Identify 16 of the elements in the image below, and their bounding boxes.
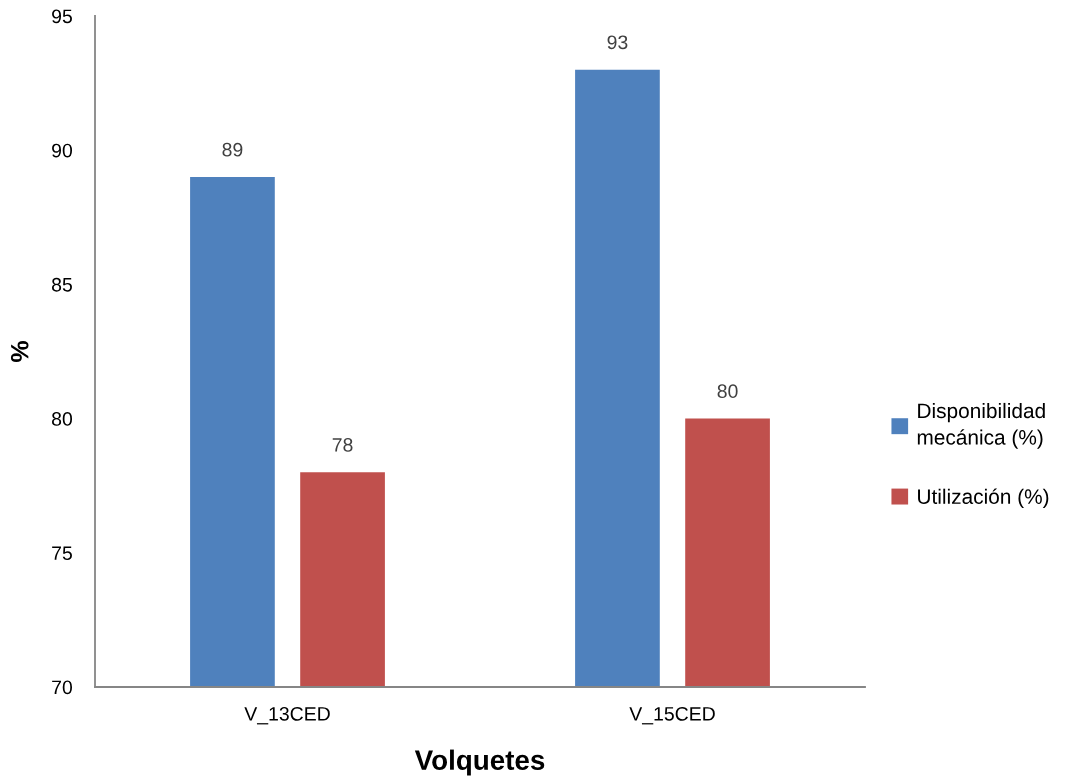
y-axis-title: % (10, 341, 29, 362)
x-tick-label: V_13CED (244, 706, 330, 725)
y-tick-label: 80 (52, 412, 73, 426)
data-label: 93 (607, 35, 628, 50)
y-tick-label: 70 (52, 680, 73, 695)
legend-label: Utilización (%) (918, 488, 1049, 509)
y-tick-label: 85 (52, 277, 72, 292)
x-tick-label: V_15CED (629, 706, 715, 725)
y-tick-label: 75 (52, 546, 72, 561)
y-tick-label: 95 (52, 9, 72, 24)
data-label: 80 (717, 384, 738, 399)
data-label: 78 (332, 438, 353, 452)
legend-label: Disponibilidad mecánica (%) (917, 402, 1045, 449)
x-axis-title: Volquetes (414, 749, 545, 776)
data-label: 89 (222, 142, 243, 157)
y-tick-label: 90 (52, 143, 73, 158)
